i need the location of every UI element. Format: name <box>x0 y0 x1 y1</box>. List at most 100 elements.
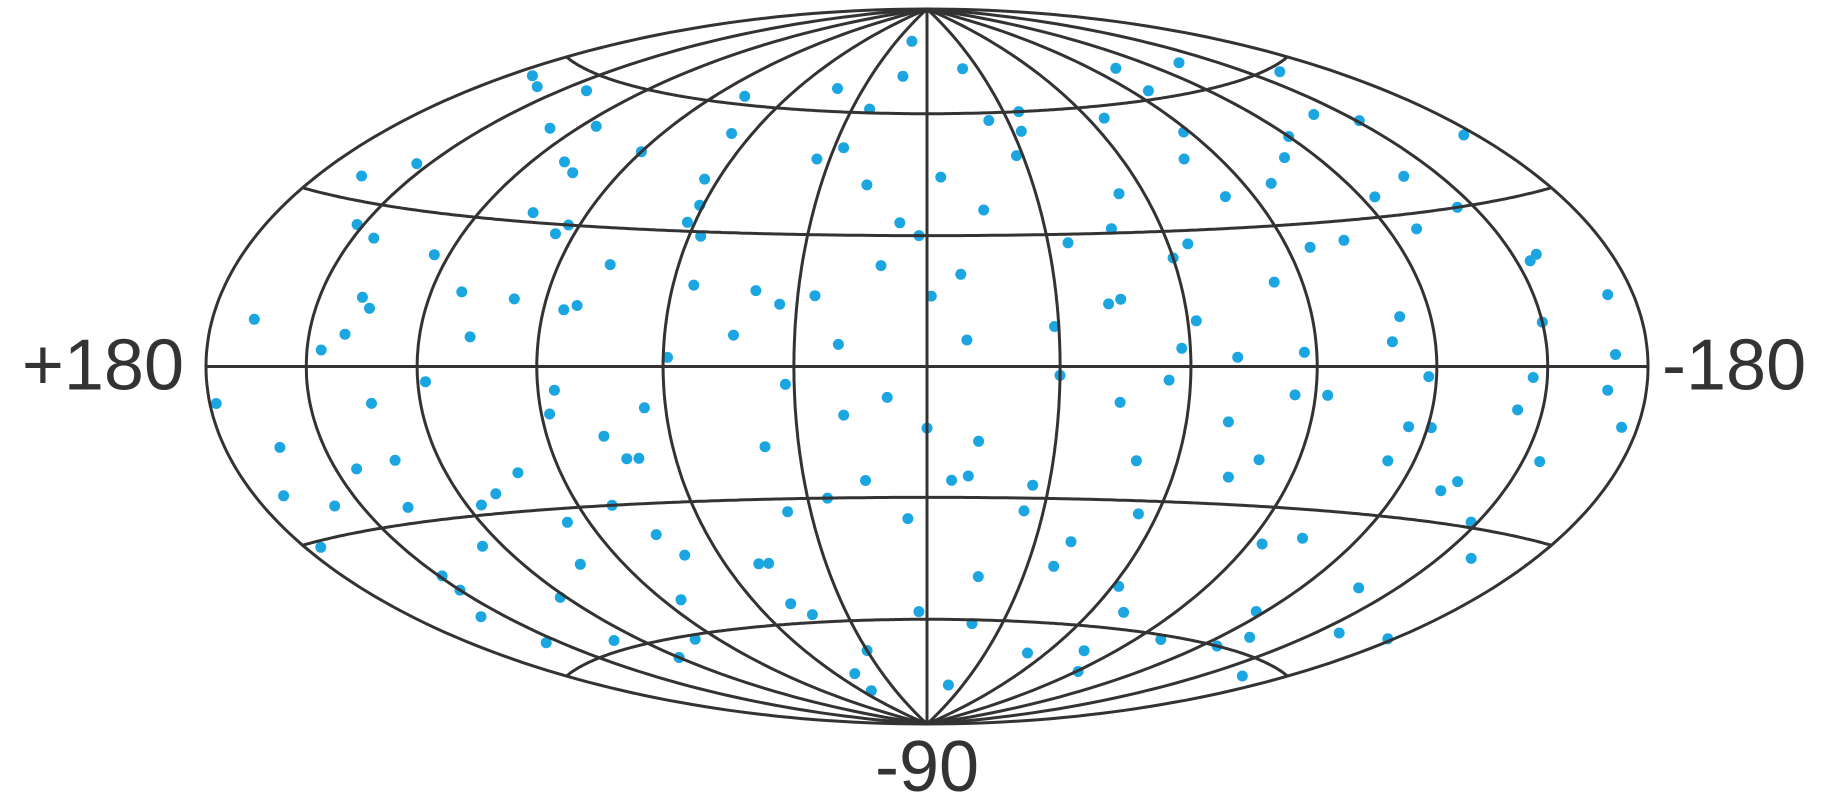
point <box>978 204 990 216</box>
point <box>832 83 843 94</box>
point <box>1132 508 1144 520</box>
point <box>955 268 967 280</box>
outline <box>926 7 1650 726</box>
point <box>428 249 440 261</box>
point <box>881 391 893 403</box>
point <box>925 290 937 302</box>
point <box>567 167 579 179</box>
point <box>1163 374 1175 386</box>
point <box>1190 315 1202 327</box>
point <box>1289 389 1301 401</box>
point <box>650 529 662 541</box>
point <box>420 376 431 388</box>
point <box>1110 62 1122 74</box>
point <box>1222 416 1234 428</box>
point <box>779 378 791 390</box>
point <box>1527 372 1539 383</box>
point <box>571 300 583 311</box>
point <box>679 549 691 561</box>
point <box>621 453 633 465</box>
point <box>1015 125 1027 137</box>
point <box>782 506 794 518</box>
point <box>1333 627 1345 639</box>
point <box>1062 237 1074 249</box>
point <box>1142 85 1154 97</box>
point <box>1065 536 1077 548</box>
point <box>590 120 602 132</box>
point <box>935 171 947 183</box>
point <box>1182 238 1194 250</box>
point <box>1394 311 1406 323</box>
point <box>1610 349 1621 360</box>
point <box>1435 485 1447 497</box>
point <box>1297 532 1308 544</box>
point <box>849 668 861 680</box>
point <box>1465 552 1477 564</box>
point <box>750 285 762 297</box>
point <box>1018 505 1030 517</box>
point <box>1616 421 1628 433</box>
point <box>1322 389 1334 401</box>
point <box>278 490 290 502</box>
point <box>411 158 423 170</box>
point <box>1530 248 1542 260</box>
point <box>1602 289 1614 301</box>
point <box>763 557 775 569</box>
point <box>811 153 823 165</box>
point <box>475 611 487 623</box>
point <box>1048 560 1060 572</box>
point <box>1219 191 1231 203</box>
point <box>1452 476 1464 488</box>
point <box>942 679 954 691</box>
point <box>1178 153 1190 165</box>
x-tick-label: +180 <box>22 326 184 406</box>
point <box>531 81 543 93</box>
parallel <box>302 186 1552 238</box>
point <box>1403 421 1415 433</box>
point <box>329 500 341 512</box>
outline <box>204 7 928 726</box>
point <box>1268 276 1280 288</box>
point <box>961 334 973 346</box>
point <box>1176 342 1188 354</box>
point <box>983 115 995 126</box>
point <box>464 331 476 343</box>
point <box>638 402 650 414</box>
point <box>475 499 487 511</box>
point <box>1105 223 1117 235</box>
point <box>1130 455 1142 467</box>
point <box>356 170 368 182</box>
point <box>512 467 524 479</box>
point <box>1274 66 1286 78</box>
parallel <box>565 617 1289 678</box>
point <box>526 70 538 82</box>
point <box>210 398 222 409</box>
point <box>894 217 906 229</box>
point <box>1411 223 1423 235</box>
point <box>699 173 711 185</box>
point <box>339 328 351 340</box>
point <box>550 228 561 240</box>
point <box>604 259 616 271</box>
point <box>897 70 909 82</box>
point <box>1602 384 1614 396</box>
point <box>1304 241 1316 253</box>
point <box>1118 606 1130 618</box>
point <box>860 475 871 486</box>
point <box>366 397 377 409</box>
point <box>633 452 645 464</box>
point <box>913 606 925 618</box>
point <box>739 90 751 102</box>
point <box>368 232 380 244</box>
point <box>972 571 984 583</box>
point <box>561 516 573 528</box>
point <box>1423 371 1435 383</box>
point <box>1222 471 1234 483</box>
point <box>1298 346 1310 358</box>
point <box>675 594 687 606</box>
point <box>1098 112 1110 124</box>
point <box>753 558 765 570</box>
point <box>456 286 468 298</box>
point <box>389 454 401 466</box>
